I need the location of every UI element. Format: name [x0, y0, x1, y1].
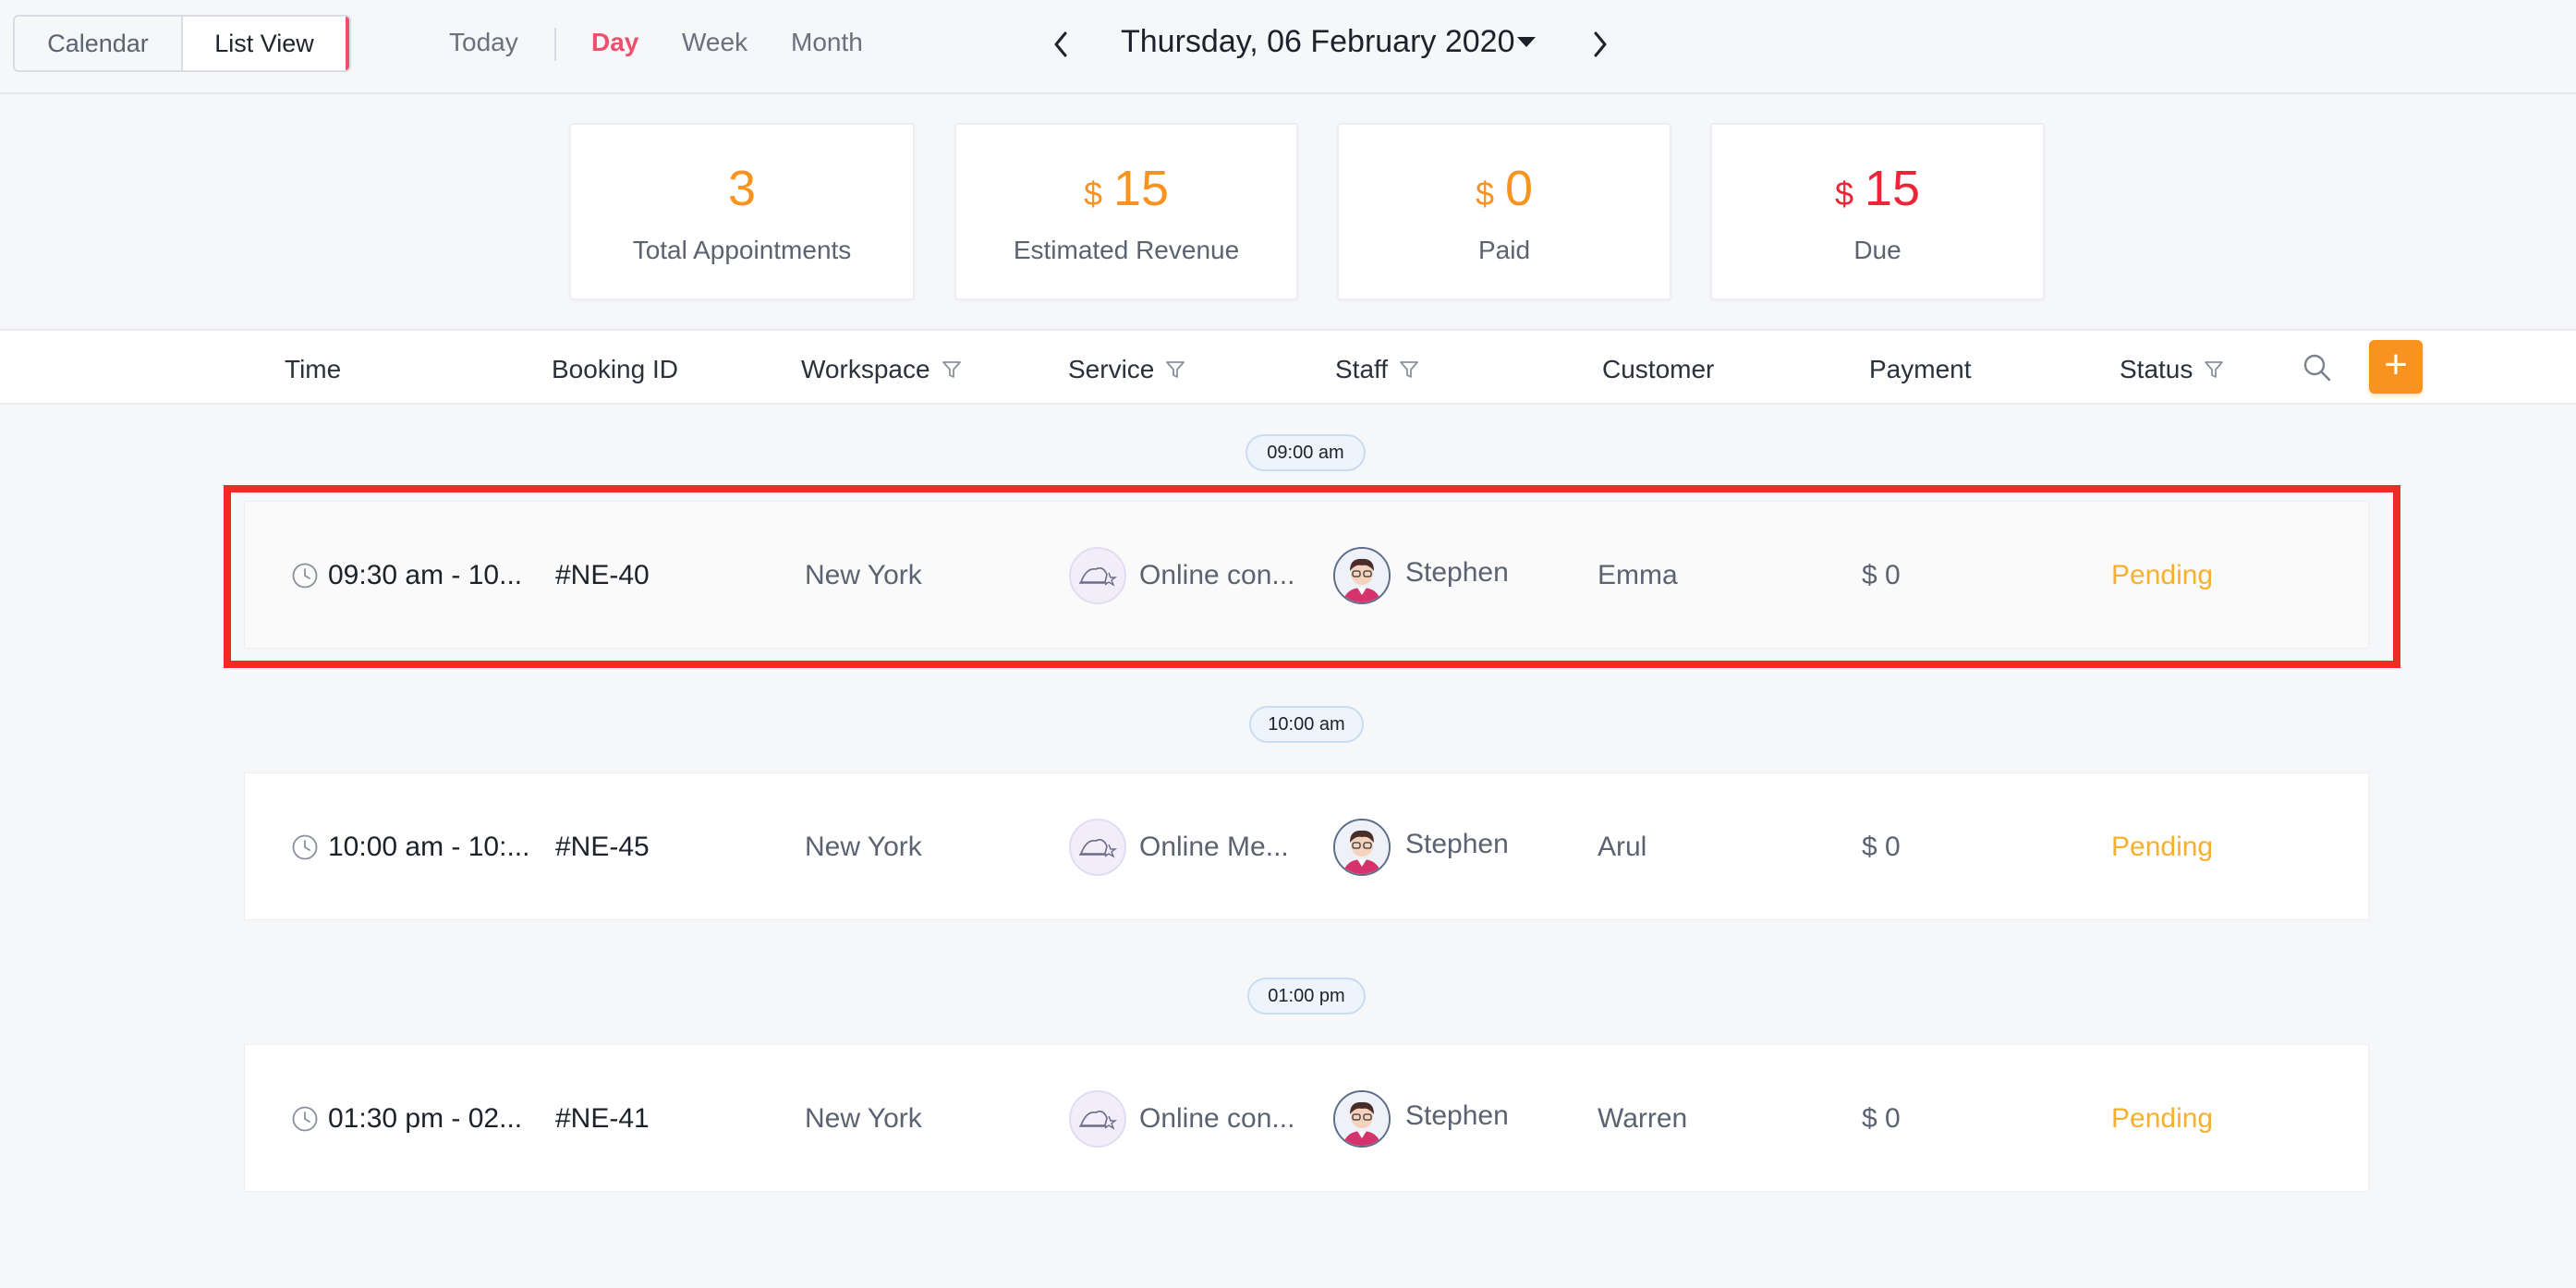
- row-time: 01:30 pm - 02...: [291, 1045, 522, 1193]
- due-currency: $: [1834, 175, 1853, 213]
- time-group-label: 09:00 am: [1245, 434, 1366, 471]
- filter-icon[interactable]: [942, 359, 962, 380]
- service-hat-icon: [1069, 819, 1126, 876]
- search-button[interactable]: [2299, 349, 2336, 386]
- row-workspace: New York: [805, 1103, 922, 1134]
- due-card: $ 15 Due: [1710, 123, 2045, 300]
- date-title[interactable]: Thursday, 06 February 2020: [1121, 24, 1515, 59]
- paid-card: $ 0 Paid: [1337, 123, 1671, 300]
- header-customer: Customer: [1602, 355, 1715, 383]
- paid-label: Paid: [1477, 236, 1531, 264]
- staff-avatar: [1333, 1090, 1391, 1148]
- today-button[interactable]: Today: [449, 28, 518, 56]
- view-switch: Calendar List View: [13, 15, 351, 72]
- status-badge: Pending: [2111, 560, 2214, 590]
- header-service: Service: [1068, 355, 1185, 384]
- staff-avatar: [1333, 819, 1391, 876]
- header-workspace: Workspace: [801, 355, 962, 384]
- total-appointments-card: 3 Total Appointments: [569, 123, 915, 300]
- day-tab[interactable]: Day: [591, 28, 639, 56]
- row-time: 09:30 am - 10...: [291, 502, 522, 650]
- revenue-label: Estimated Revenue: [1013, 236, 1240, 264]
- table-row[interactable]: 10:00 am - 10:... #NE-45 New York Online…: [244, 772, 2369, 920]
- total-appointments-value: 3: [727, 161, 757, 216]
- week-tab[interactable]: Week: [682, 28, 748, 56]
- next-date-button[interactable]: [1582, 18, 1619, 70]
- estimated-revenue-card: $ 15 Estimated Revenue: [954, 123, 1298, 300]
- header-staff: Staff: [1335, 355, 1419, 384]
- row-time: 10:00 am - 10:...: [291, 773, 529, 921]
- add-appointment-button[interactable]: +: [2369, 340, 2423, 394]
- plus-icon: +: [2384, 342, 2408, 387]
- revenue-value: 15: [1112, 161, 1170, 216]
- row-booking-id: #NE-45: [555, 832, 650, 862]
- clock-icon: [292, 1106, 318, 1132]
- chevron-right-icon: [1594, 31, 1607, 57]
- chevron-left-icon: [1054, 31, 1067, 57]
- table-header: Time Booking ID Workspace Service Staff …: [0, 329, 2576, 405]
- calendar-view-button[interactable]: Calendar: [47, 29, 149, 57]
- service-hat-icon: [1069, 1090, 1126, 1148]
- revenue-currency: $: [1083, 175, 1102, 213]
- staff-avatar: [1333, 547, 1391, 604]
- list-view-button[interactable]: List View: [181, 17, 349, 70]
- row-customer: Emma: [1598, 560, 1678, 590]
- row-staff: Stephen: [1333, 773, 1509, 921]
- search-icon: [2303, 354, 2331, 382]
- row-staff: Stephen: [1333, 1045, 1509, 1193]
- table-row[interactable]: 09:30 am - 10... #NE-40 New York Online …: [244, 501, 2369, 649]
- row-workspace: New York: [805, 560, 922, 590]
- row-payment: $ 0: [1862, 1103, 1901, 1134]
- row-customer: Arul: [1598, 832, 1647, 862]
- filter-icon[interactable]: [1165, 359, 1185, 380]
- header-booking-id: Booking ID: [552, 355, 678, 383]
- time-group-label: 01:00 pm: [1247, 978, 1366, 1015]
- row-customer: Warren: [1598, 1103, 1688, 1134]
- filter-icon[interactable]: [1399, 359, 1419, 380]
- filter-icon[interactable]: [2204, 359, 2224, 380]
- status-badge: Pending: [2111, 1103, 2214, 1134]
- row-service: Online Me...: [1069, 773, 1289, 921]
- status-badge: Pending: [2111, 832, 2214, 862]
- table-row[interactable]: 01:30 pm - 02... #NE-41 New York Online …: [244, 1044, 2369, 1192]
- row-booking-id: #NE-40: [555, 560, 650, 590]
- paid-value: 0: [1504, 161, 1534, 216]
- header-time: Time: [285, 355, 342, 383]
- paid-currency: $: [1475, 175, 1494, 213]
- due-label: Due: [1853, 236, 1902, 264]
- prev-date-button[interactable]: [1042, 18, 1079, 70]
- row-payment: $ 0: [1862, 560, 1901, 590]
- due-value: 15: [1864, 161, 1921, 216]
- header-payment: Payment: [1869, 355, 1972, 383]
- row-service: Online con...: [1069, 502, 1294, 650]
- time-group-label: 10:00 am: [1249, 706, 1364, 743]
- row-service: Online con...: [1069, 1045, 1294, 1193]
- clock-icon: [292, 834, 318, 860]
- header-status: Status: [2120, 355, 2224, 384]
- row-booking-id: #NE-41: [555, 1103, 650, 1134]
- nav-divider: [554, 28, 556, 61]
- total-appointments-label: Total Appointments: [632, 236, 852, 264]
- clock-icon: [292, 563, 318, 589]
- row-payment: $ 0: [1862, 832, 1901, 862]
- row-workspace: New York: [805, 832, 922, 862]
- top-toolbar: Calendar List View Today Day Week Month …: [0, 0, 2576, 94]
- service-hat-icon: [1069, 547, 1126, 604]
- caret-down-icon[interactable]: [1517, 37, 1536, 47]
- month-tab[interactable]: Month: [791, 28, 863, 56]
- row-staff: Stephen: [1333, 502, 1509, 650]
